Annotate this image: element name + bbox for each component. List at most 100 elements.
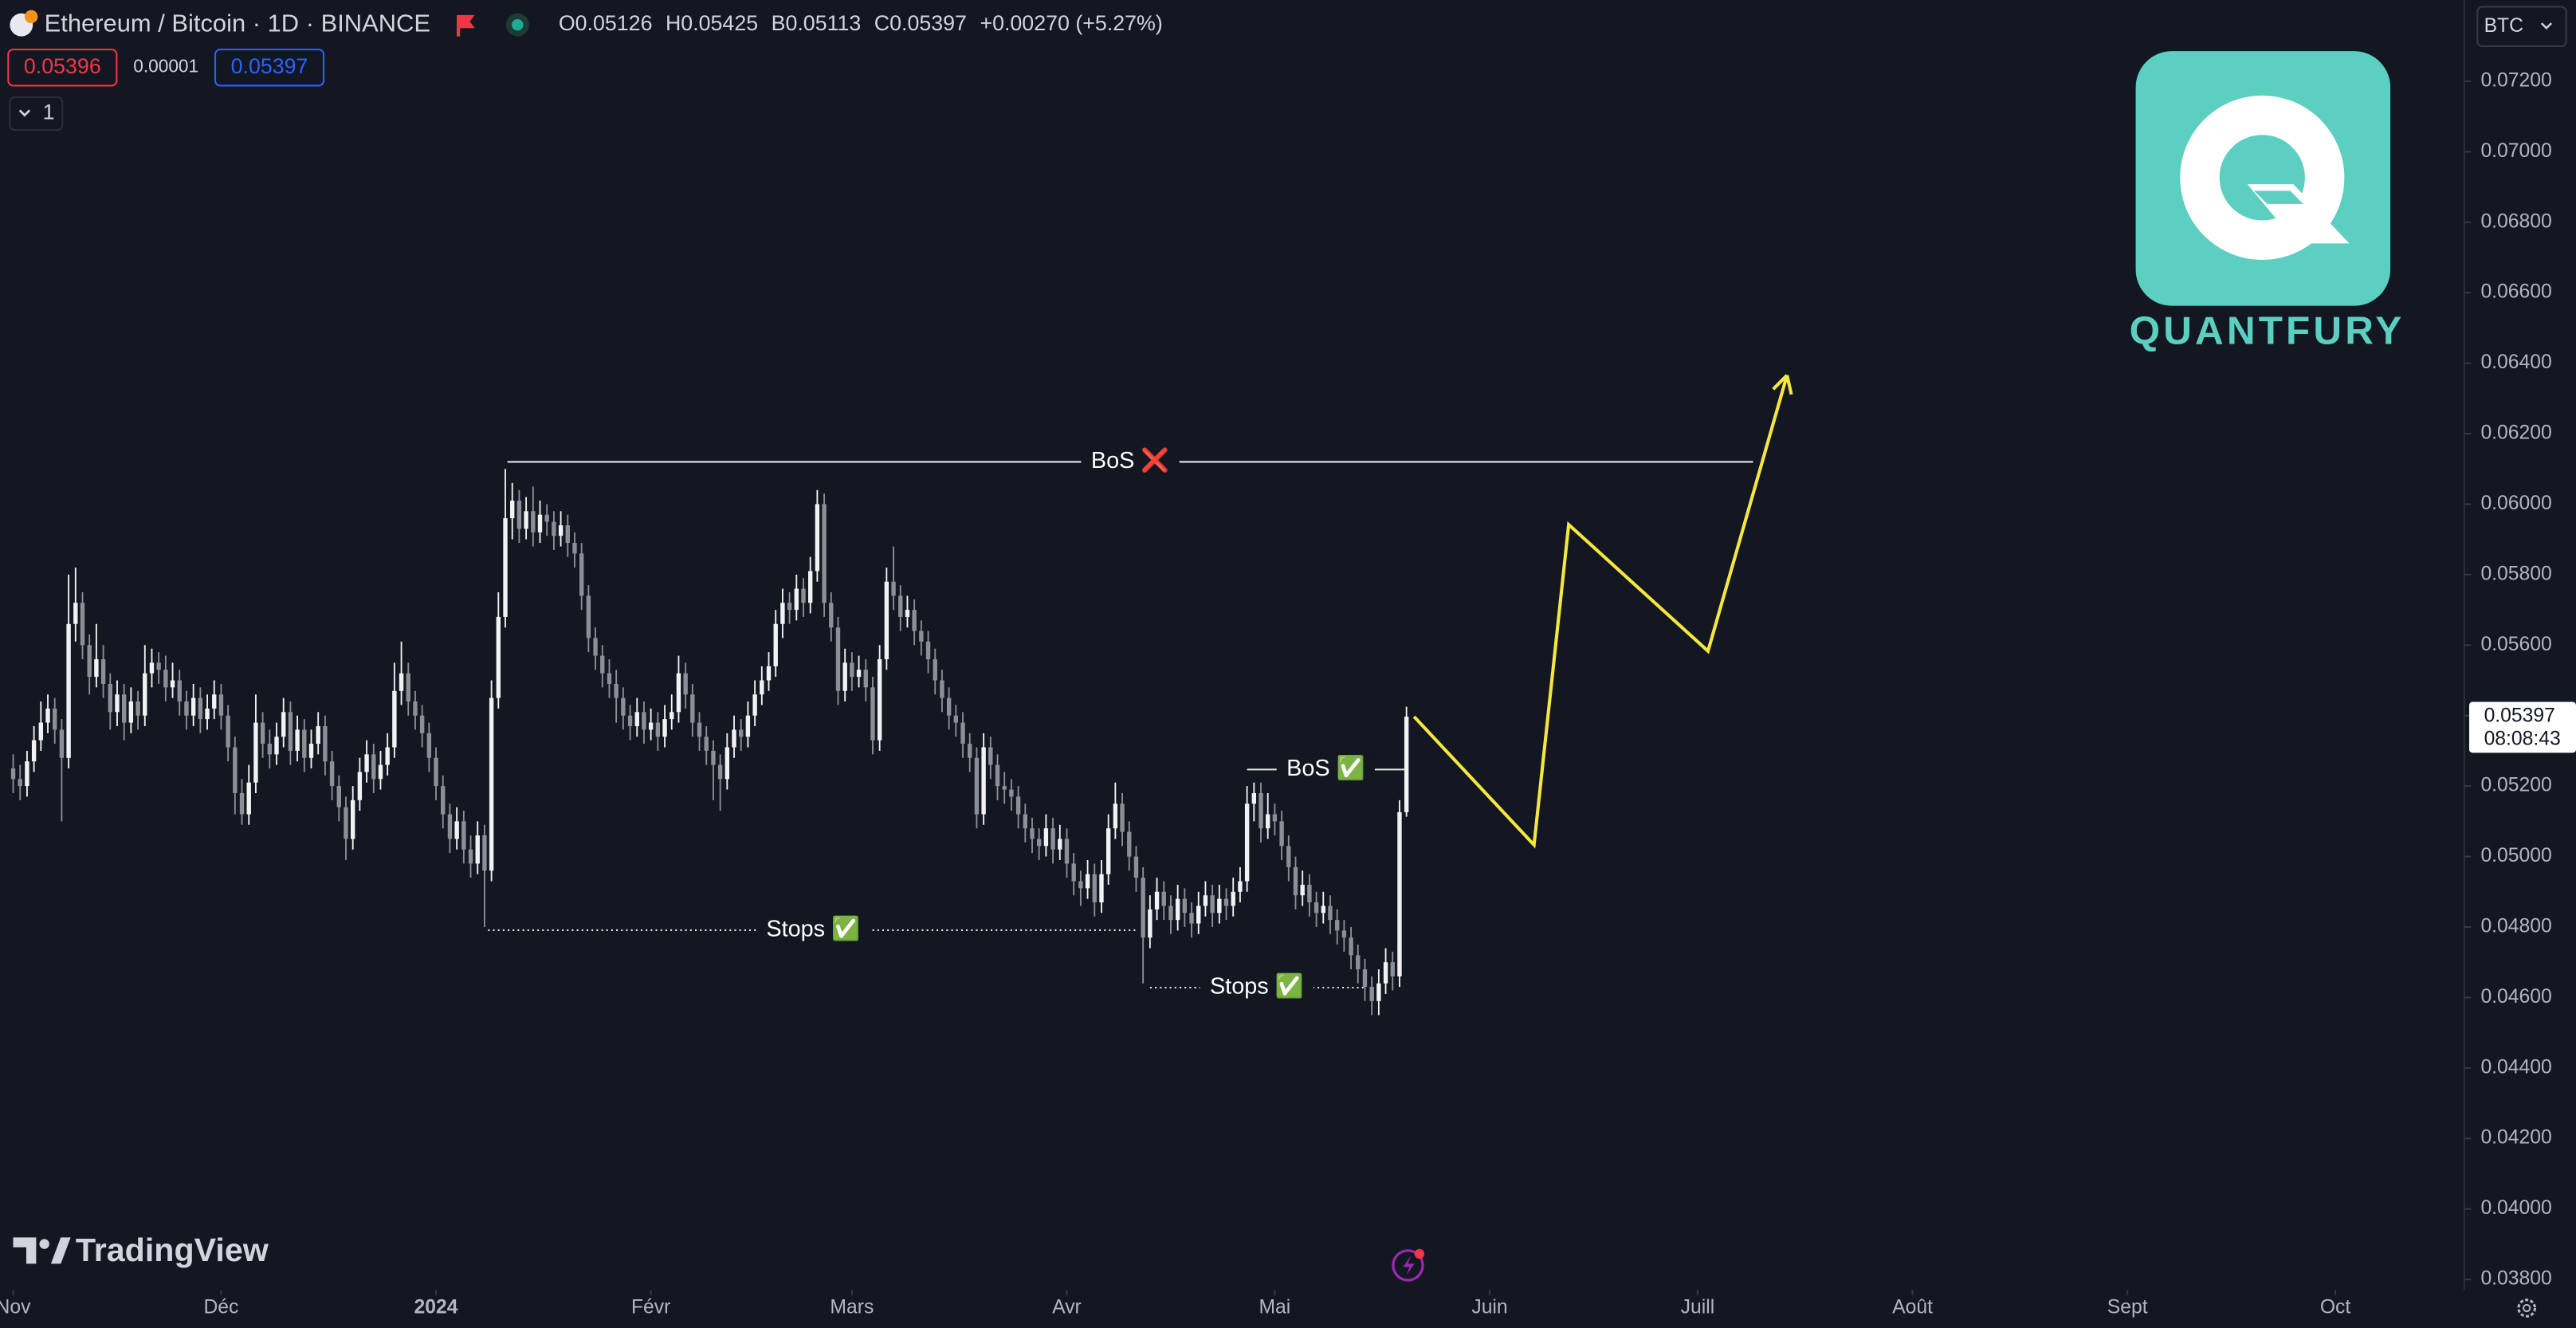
candle-body (149, 662, 155, 674)
legend-key: O (559, 11, 575, 35)
candle-body (316, 725, 320, 745)
x-tick-label: 2024 (414, 1297, 458, 1318)
currency-select[interactable] (2476, 6, 2567, 48)
candle-body (829, 603, 834, 628)
candle-body (267, 744, 273, 755)
y-tick-label: 0.04400 (2480, 1056, 2551, 1078)
candle-body (1272, 814, 1278, 822)
annotation-label-bg (1081, 446, 1180, 475)
candle-body (1030, 828, 1035, 839)
candle-body (1369, 987, 1374, 1001)
candle-body (1120, 803, 1125, 832)
candle-body (468, 849, 473, 864)
candle-body (968, 744, 972, 758)
brand-name: QUANTFURY (2130, 309, 2405, 353)
x-tick-label: Sept (2107, 1297, 2148, 1318)
candle-body (426, 733, 432, 758)
alert-icon (1403, 1255, 1415, 1275)
candle-body (38, 722, 44, 741)
settings-icon[interactable] (2517, 1299, 2537, 1318)
y-tick-label: 0.05200 (2480, 775, 2551, 796)
candle-body (121, 694, 127, 723)
buy-button[interactable] (214, 49, 325, 87)
candle-body (516, 501, 522, 529)
candle-body (787, 603, 792, 611)
candle-body (246, 782, 251, 815)
candle-body (579, 553, 584, 596)
x-tick-label: Févr (631, 1297, 670, 1318)
candle-body (10, 768, 16, 780)
sell-price[interactable]: 0.05396 (24, 54, 101, 78)
candle-body (974, 757, 980, 815)
candle-body (607, 673, 612, 684)
candle-body (66, 623, 71, 758)
candle-body (933, 658, 937, 681)
candle-body (822, 504, 827, 603)
candle-body (1133, 856, 1139, 878)
candle-body (1328, 906, 1333, 921)
candle-body (218, 694, 224, 716)
y-tick-label: 0.07000 (2480, 140, 2551, 162)
x-tick-label: Juill (1681, 1297, 1715, 1318)
indicator-toggle[interactable] (9, 96, 64, 132)
annotation-label-bg (756, 914, 870, 942)
candle-body (600, 655, 605, 674)
candle-body (510, 501, 515, 519)
candle-body (170, 680, 175, 688)
candle-body (1259, 792, 1263, 829)
candle-body (378, 764, 383, 780)
candle-body (1300, 884, 1305, 896)
countdown: 08:08:43 (2484, 728, 2561, 749)
candle-body (780, 603, 785, 624)
candle-body (524, 511, 528, 529)
candle-body (683, 673, 688, 695)
candle-body (1231, 891, 1235, 906)
candle-body (1321, 906, 1325, 913)
candle-body (239, 792, 245, 815)
annotation-label: BoS ❌ (1091, 446, 1169, 474)
candle-body (1383, 962, 1388, 984)
candle-body (177, 680, 182, 702)
watermark-logo (50, 1237, 71, 1264)
candle-body (45, 708, 50, 723)
candle-body (621, 697, 626, 716)
flag-icon[interactable] (457, 14, 475, 37)
indicator-count[interactable]: 1 (43, 100, 55, 124)
candle-body (1050, 828, 1055, 850)
candle-body (1043, 828, 1049, 847)
candle-body (413, 701, 418, 716)
candle-body (1127, 831, 1132, 857)
candle-body (143, 673, 147, 716)
candle-body (489, 697, 494, 871)
candle-body (190, 697, 196, 716)
candle-body (1064, 839, 1070, 864)
candle-body (302, 729, 307, 758)
symbol-icon (24, 10, 38, 24)
sell-button[interactable] (7, 49, 118, 87)
y-tick-label: 0.07200 (2480, 69, 2551, 91)
candle-body (856, 670, 862, 678)
currency[interactable]: BTC (2484, 15, 2523, 37)
watermark[interactable]: TradingView (76, 1232, 269, 1268)
brand-logo (2254, 191, 2303, 204)
ohlc-legend: O0.05126 H0.05425 B0.05113 C0.05397 +0.00270… (559, 11, 1163, 35)
candle-body (295, 729, 300, 751)
candle-body (288, 712, 293, 751)
candle-body (1196, 906, 1201, 924)
x-tick-label: Avr (1052, 1297, 1082, 1318)
annotation-label-bg (1200, 972, 1314, 1000)
candle-body (503, 518, 508, 617)
candle-body (1362, 969, 1368, 988)
y-tick-label: 0.06600 (2480, 281, 2551, 303)
annotation-label-bg (1276, 753, 1375, 781)
symbol-title[interactable]: Ethereum / Bitcoin · 1D · BINANCE (45, 9, 430, 37)
candle-body (496, 616, 501, 698)
candle-body (434, 757, 438, 787)
alert-icon[interactable] (1392, 1249, 1424, 1282)
candle-body (1223, 898, 1229, 906)
buy-price[interactable]: 0.05397 (231, 54, 308, 78)
candle-body (1148, 909, 1153, 938)
candle-body (1210, 895, 1215, 913)
candle-body (870, 687, 875, 741)
candle-body (1238, 881, 1243, 892)
